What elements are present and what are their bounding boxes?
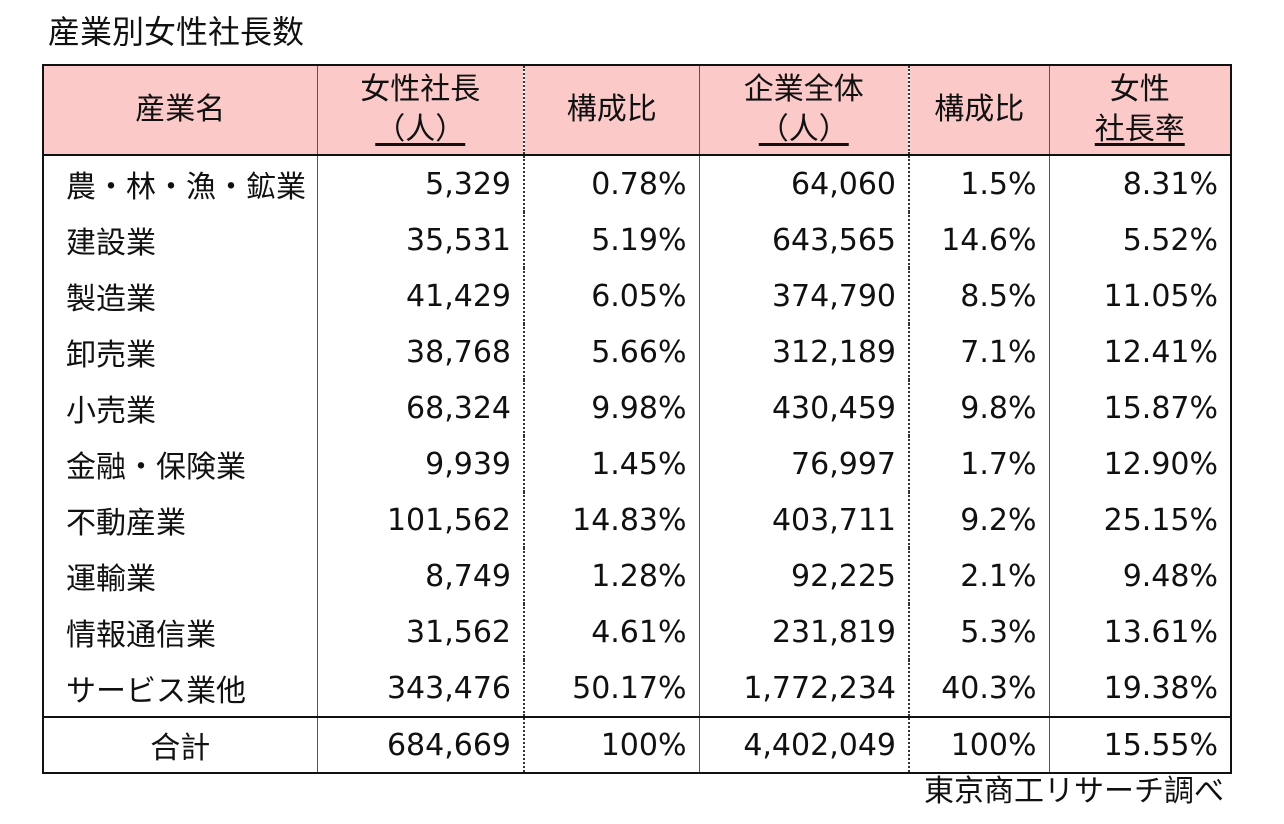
all-companies-cell: 92,225	[699, 548, 910, 604]
total-cell: 684,669	[317, 716, 525, 773]
female-rate-cell: 12.90%	[1103, 446, 1218, 482]
header-female-presidents-label: 女性社長	[360, 72, 481, 107]
female-share-cell: 1.28%	[524, 548, 700, 604]
female-presidents-cell: 343,476	[317, 660, 525, 717]
female-share-cell: 5.66%	[524, 324, 700, 380]
female-share-cell: 14.83%	[524, 492, 700, 548]
header-row: 産業名 女性社長 （人） 構成比 企業全体 （人） 構成比 女性	[43, 65, 1231, 156]
header-female-rate-sub: 社長率	[1094, 112, 1185, 147]
table-row: 金融・保険業 9,939 1.45% 76,997 1.7% 12.90%	[43, 436, 1231, 492]
header-female-presidents-unit: （人）	[375, 112, 466, 147]
all-companies-cell: 430,459	[699, 380, 910, 436]
page-title: 産業別女性社長数	[48, 13, 305, 51]
female-rate-cell: 15.87%	[1103, 390, 1218, 426]
female-share-cell: 4.61%	[524, 604, 700, 660]
total-cell: 100%	[524, 716, 700, 773]
company-share-cell: 1.7%	[909, 436, 1050, 492]
female-rate-cell: 8.31%	[1122, 166, 1218, 202]
table-row: 情報通信業 31,562 4.61% 231,819 5.3% 13.61%	[43, 604, 1231, 660]
industry-cell: 卸売業	[43, 324, 318, 380]
female-rate-cell: 9.48%	[1122, 558, 1218, 594]
industry-cell: サービス業他	[43, 660, 318, 717]
all-companies-cell: 312,189	[699, 324, 910, 380]
industry-cell: 金融・保険業	[43, 436, 318, 492]
female-share-cell: 1.45%	[524, 436, 700, 492]
female-presidents-cell: 5,329	[317, 155, 525, 212]
female-rate-cell: 13.61%	[1103, 614, 1218, 650]
industry-cell: 小売業	[43, 380, 318, 436]
all-companies-cell: 64,060	[699, 155, 910, 212]
source-note: 東京商工リサーチ調べ	[924, 774, 1224, 809]
company-share-cell: 14.6%	[909, 212, 1050, 268]
all-companies-cell: 374,790	[699, 268, 910, 324]
industry-cell: 不動産業	[43, 492, 318, 548]
industry-cell: 製造業	[43, 268, 318, 324]
header-all-companies: 企業全体 （人）	[699, 65, 910, 156]
female-presidents-cell: 38,768	[317, 324, 525, 380]
header-female-presidents: 女性社長 （人）	[317, 65, 525, 156]
female-rate-cell: 5.52%	[1122, 222, 1218, 258]
table-row: 小売業 68,324 9.98% 430,459 9.8% 15.87%	[43, 380, 1231, 436]
all-companies-cell: 403,711	[699, 492, 910, 548]
female-rate-cell: 11.05%	[1103, 278, 1218, 314]
header-all-companies-unit: （人）	[758, 112, 849, 147]
header-female-share-label: 構成比	[566, 92, 657, 127]
total-cell: 100%	[909, 716, 1050, 773]
female-rate-cell: 12.41%	[1103, 334, 1218, 370]
header-industry: 産業名	[43, 65, 318, 156]
female-presidents-cell: 41,429	[317, 268, 525, 324]
table-body: 農・林・漁・鉱業 5,329 0.78% 64,060 1.5% 8.31% 建設業 35,5…	[43, 155, 1231, 717]
female-share-cell: 9.98%	[524, 380, 700, 436]
company-share-cell: 2.1%	[909, 548, 1050, 604]
table-row: サービス業他 343,476 50.17% 1,772,234 40.3% 19.38%	[43, 660, 1231, 717]
header-company-share-label: 構成比	[934, 92, 1025, 127]
female-rate-cell: 19.38%	[1103, 670, 1218, 706]
female-president-table: 産業名 女性社長 （人） 構成比 企業全体 （人） 構成比 女性	[42, 64, 1232, 774]
female-share-cell: 5.19%	[524, 212, 700, 268]
female-rate-cell: 25.15%	[1103, 502, 1218, 538]
table-row: 製造業 41,429 6.05% 374,790 8.5% 11.05%	[43, 268, 1231, 324]
total-cell: 4,402,049	[699, 716, 910, 773]
industry-cell: 農・林・漁・鉱業	[43, 155, 318, 212]
header-female-share: 構成比	[524, 65, 700, 156]
female-presidents-cell: 101,562	[317, 492, 525, 548]
total-cell: 合計	[43, 716, 318, 773]
header-company-share: 構成比	[909, 65, 1050, 156]
female-presidents-cell: 8,749	[317, 548, 525, 604]
female-share-cell: 50.17%	[524, 660, 700, 717]
female-share-cell: 0.78%	[524, 155, 700, 212]
all-companies-cell: 231,819	[699, 604, 910, 660]
company-share-cell: 8.5%	[909, 268, 1050, 324]
header-female-rate: 女性 社長率	[1049, 65, 1231, 156]
all-companies-cell: 643,565	[699, 212, 910, 268]
all-companies-cell: 1,772,234	[699, 660, 910, 717]
all-companies-cell: 76,997	[699, 436, 910, 492]
industry-cell: 運輸業	[43, 548, 318, 604]
company-share-cell: 9.8%	[909, 380, 1050, 436]
header-female-rate-label: 女性	[1109, 72, 1170, 107]
table-row: 卸売業 38,768 5.66% 312,189 7.1% 12.41%	[43, 324, 1231, 380]
industry-cell: 情報通信業	[43, 604, 318, 660]
header-all-companies-label: 企業全体	[743, 72, 864, 107]
industry-cell: 建設業	[43, 212, 318, 268]
company-share-cell: 7.1%	[909, 324, 1050, 380]
table-row: 建設業 35,531 5.19% 643,565 14.6% 5.52%	[43, 212, 1231, 268]
table-row: 不動産業 101,562 14.83% 403,711 9.2% 25.15%	[43, 492, 1231, 548]
female-presidents-cell: 68,324	[317, 380, 525, 436]
company-share-cell: 1.5%	[909, 155, 1050, 212]
header-industry-label: 産業名	[135, 92, 226, 127]
female-presidents-cell: 31,562	[317, 604, 525, 660]
table-row: 農・林・漁・鉱業 5,329 0.78% 64,060 1.5% 8.31%	[43, 155, 1231, 212]
total-cell: 15.55%	[1049, 716, 1231, 773]
table-row: 運輸業 8,749 1.28% 92,225 2.1% 9.48%	[43, 548, 1231, 604]
female-presidents-cell: 9,939	[317, 436, 525, 492]
female-share-cell: 6.05%	[524, 268, 700, 324]
company-share-cell: 9.2%	[909, 492, 1050, 548]
total-row: 合計 684,669 100% 4,402,049 100% 15.55%	[43, 716, 1231, 773]
company-share-cell: 40.3%	[909, 660, 1050, 717]
female-presidents-cell: 35,531	[317, 212, 525, 268]
company-share-cell: 5.3%	[909, 604, 1050, 660]
